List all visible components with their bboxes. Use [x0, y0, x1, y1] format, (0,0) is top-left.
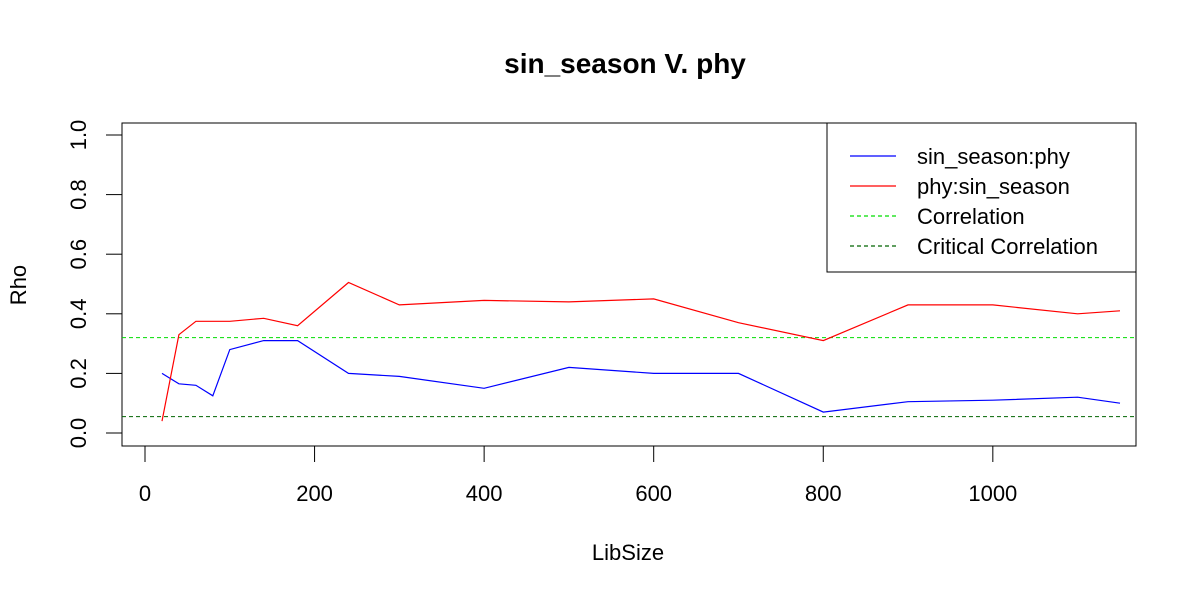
- y-axis-label: Rho: [6, 265, 31, 305]
- legend-label: sin_season:phy: [917, 144, 1070, 169]
- y-axis: 0.0 0.2 0.4 0.6 0.8 1.0: [66, 120, 123, 449]
- x-axis-label: LibSize: [592, 540, 664, 565]
- x-tick-label: 600: [635, 481, 672, 506]
- y-tick-label: 0.8: [66, 179, 91, 210]
- y-tick-label: 0.2: [66, 358, 91, 389]
- chart-title: sin_season V. phy: [504, 48, 746, 79]
- legend-box: [826, 122, 1137, 273]
- x-tick-label: 1000: [968, 481, 1017, 506]
- legend-label: Critical Correlation: [917, 234, 1098, 259]
- series-line: [161, 340, 1121, 413]
- y-tick-label: 1.0: [66, 120, 91, 151]
- y-tick-label: 0.0: [66, 418, 91, 449]
- x-tick-label: 400: [466, 481, 503, 506]
- x-axis: 0 200 400 600 800 1000: [139, 445, 1017, 506]
- y-tick-label: 0.6: [66, 239, 91, 270]
- y-tick-label: 0.4: [66, 299, 91, 330]
- reference-lines: [122, 337, 1136, 418]
- series-lines: [161, 281, 1121, 422]
- legend-label: phy:sin_season: [917, 174, 1070, 199]
- legend: sin_season:phy phy:sin_season Correlation C…: [826, 122, 1137, 273]
- x-tick-label: 200: [296, 481, 333, 506]
- x-tick-label: 0: [139, 481, 151, 506]
- series-line: [161, 281, 1121, 422]
- legend-label: Correlation: [917, 204, 1025, 229]
- x-tick-label: 800: [805, 481, 842, 506]
